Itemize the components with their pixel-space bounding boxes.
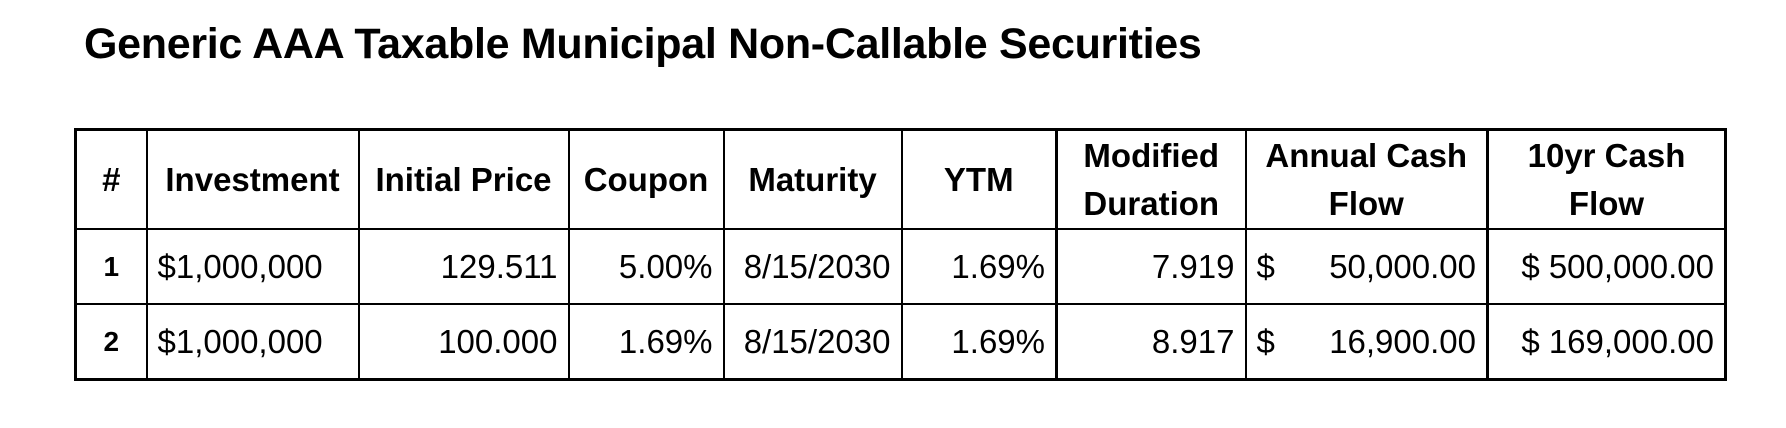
table-row: 1 $1,000,000 129.511 5.00% 8/15/2030 1.6… [74, 228, 1727, 305]
annual-cash-flow-cell: $ 50,000.00 [1244, 228, 1489, 305]
coupon-cell: 5.00% [567, 228, 725, 305]
annual-cash-flow-cell: $ 16,900.00 [1244, 303, 1489, 381]
currency-symbol: $ [1256, 322, 1275, 360]
col-header-maturity: Maturity [722, 128, 903, 230]
maturity-cell: 8/15/2030 [722, 228, 903, 305]
coupon-cell: 1.69% [567, 303, 725, 381]
col-header-ytm: YTM [900, 128, 1058, 230]
investment-cell: $1,000,000 [145, 228, 360, 305]
modified-duration-cell: 7.919 [1055, 228, 1247, 305]
col-header-number: # [74, 128, 148, 230]
currency-symbol: $ [1256, 247, 1275, 285]
page-title: Generic AAA Taxable Municipal Non-Callab… [84, 20, 1202, 68]
securities-table: # Investment Initial Price Coupon Maturi… [74, 128, 1727, 381]
col-header-initial-price: Initial Price [357, 128, 570, 230]
initial-price-cell: 100.000 [357, 303, 570, 381]
initial-price-cell: 129.511 [357, 228, 570, 305]
ytm-cell: 1.69% [900, 303, 1058, 381]
ten-yr-cash-flow-cell: $ 500,000.00 [1486, 228, 1727, 305]
modified-duration-cell: 8.917 [1055, 303, 1247, 381]
row-number: 1 [74, 228, 148, 305]
header-row: # Investment Initial Price Coupon Maturi… [74, 128, 1727, 230]
col-header-10yr-cash-flow: 10yr Cash Flow [1486, 128, 1727, 230]
table-row: 2 $1,000,000 100.000 1.69% 8/15/2030 1.6… [74, 303, 1727, 381]
annual-cash-flow-value: 16,900.00 [1329, 322, 1476, 360]
annual-cash-flow-value: 50,000.00 [1329, 247, 1476, 285]
investment-cell: $1,000,000 [145, 303, 360, 381]
col-header-annual-cash-flow: Annual Cash Flow [1244, 128, 1489, 230]
row-number: 2 [74, 303, 148, 381]
ytm-cell: 1.69% [900, 228, 1058, 305]
col-header-investment: Investment [145, 128, 360, 230]
col-header-modified-duration: Modified Duration [1055, 128, 1247, 230]
ten-yr-cash-flow-cell: $ 169,000.00 [1486, 303, 1727, 381]
maturity-cell: 8/15/2030 [722, 303, 903, 381]
col-header-coupon: Coupon [567, 128, 725, 230]
